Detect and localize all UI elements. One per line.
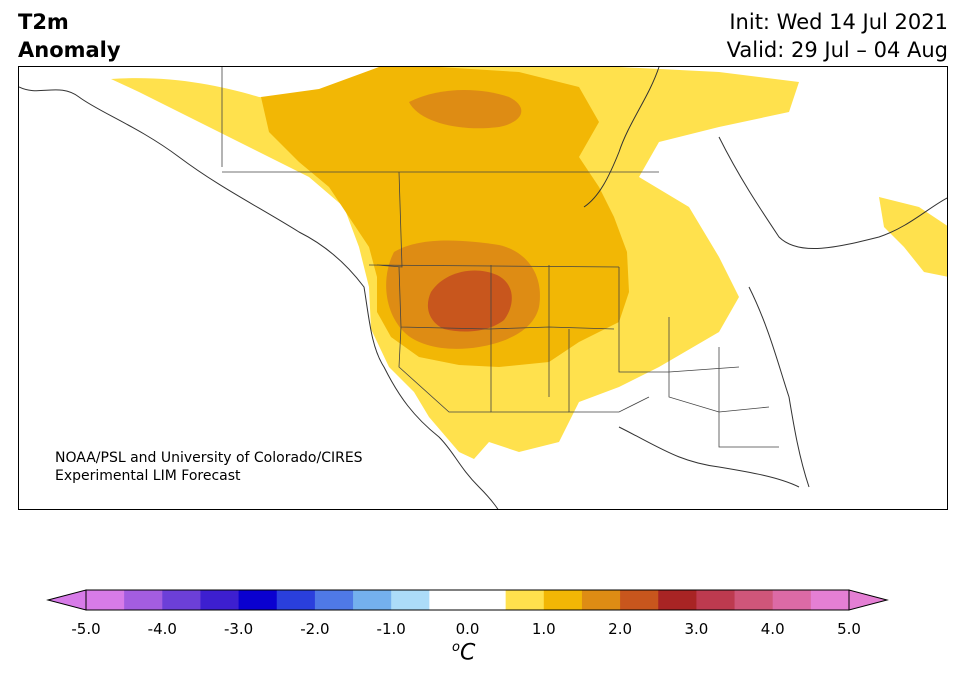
colorbar-tick-label: 2.0 <box>608 620 633 638</box>
colorbar-bin <box>238 590 278 610</box>
colorbar-tick-label: 0.0 <box>455 620 480 638</box>
colorbar-tick-label: -3.0 <box>223 620 254 638</box>
colorbar-bin <box>581 590 621 610</box>
coastlines <box>19 67 947 509</box>
political-borders <box>221 67 779 448</box>
colorbar-bin <box>543 590 583 610</box>
colorbar-bin <box>734 590 774 610</box>
colorbar-bin <box>505 590 545 610</box>
colorbar-bin <box>810 590 850 610</box>
colorbar-tick-label: -2.0 <box>300 620 330 638</box>
colorbar-bins <box>86 590 850 610</box>
colorbar-bin <box>772 590 812 610</box>
colorbar-ticks: -5.0 -4.0 -3.0 -2.0 -1.0 0.0 1.0 2.0 3.0 4.0 5.0 <box>0 620 959 640</box>
title-variable: T2m <box>18 10 69 34</box>
colorbar-outline <box>85 589 850 611</box>
colorbar-bin <box>696 590 736 610</box>
title-subvariable: Anomaly <box>18 38 121 62</box>
map-title: T2m Anomaly <box>18 8 121 64</box>
colorbar-tick-label: 3.0 <box>684 620 709 638</box>
credit-text: NOAA/PSL and University of Colorado/CIRE… <box>55 449 363 485</box>
colorbar-bin <box>467 590 507 610</box>
colorbar-tick-label: 1.0 <box>531 620 556 638</box>
colorbar-bin <box>658 590 697 610</box>
colorbar-tick-label: 4.0 <box>760 620 785 638</box>
colorbar-bin <box>124 590 163 610</box>
colorbar-bin <box>276 590 316 610</box>
colorbar-bin <box>86 590 125 610</box>
colorbar-tick-label: 5.0 <box>837 620 861 638</box>
colorbar-bin <box>429 590 468 610</box>
map-canvas <box>19 67 947 509</box>
colorbar-bin <box>391 590 430 610</box>
colorbar-tick-label: -1.0 <box>376 620 406 638</box>
colorbar-unit: oC <box>452 640 475 665</box>
valid-range: Valid: 29 Jul – 04 Aug <box>726 38 948 62</box>
colorbar-tick-label: -4.0 <box>147 620 177 638</box>
forecast-dates: Init: Wed 14 Jul 2021 Valid: 29 Jul – 04… <box>727 8 948 64</box>
init-date: Init: Wed 14 Jul 2021 <box>729 10 948 34</box>
colorbar-tick-label: -5.0 <box>71 620 101 638</box>
colorbar-bin <box>353 590 392 610</box>
colorbar <box>46 589 889 611</box>
unit-letter: C <box>459 640 476 666</box>
credit-line-1: NOAA/PSL and University of Colorado/CIRE… <box>55 450 363 466</box>
colorbar-bin <box>162 590 201 610</box>
colorbar-bin <box>620 590 659 610</box>
anomaly-map <box>18 66 948 510</box>
unit-degree-symbol: o <box>452 640 460 655</box>
colorbar-extend-high <box>848 589 889 611</box>
colorbar-bin <box>314 590 354 610</box>
colorbar-bin <box>200 590 240 610</box>
credit-line-2: Experimental LIM Forecast <box>55 468 241 484</box>
colorbar-extend-low <box>46 589 87 611</box>
